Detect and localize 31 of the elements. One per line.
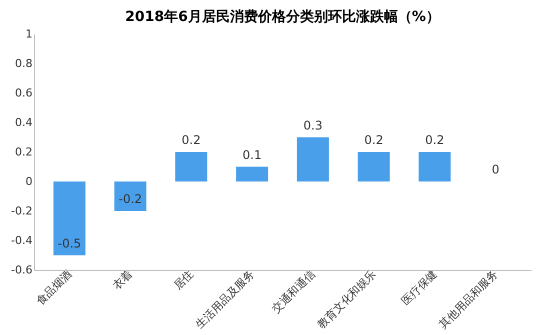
data-label: 0.1	[242, 148, 262, 162]
bar	[418, 152, 451, 182]
bar	[236, 166, 268, 182]
y-tick-label: 0.2	[15, 146, 32, 158]
y-tick-label: 0	[26, 175, 32, 188]
x-tick-label: 其他用品和服务	[436, 268, 500, 332]
chart-title: 2018年6月居民消费价格分类别环比涨跌幅（%）	[125, 9, 440, 25]
x-tick-label: 医疗保健	[399, 268, 440, 308]
y-tick-label: 0.8	[15, 57, 32, 70]
bar	[53, 182, 86, 256]
y-tick-label: 0.4	[15, 116, 32, 129]
x-tick-label: 食品烟酒	[34, 268, 74, 308]
data-label: 0.3	[303, 118, 322, 132]
data-label: -0.2	[118, 192, 142, 206]
data-label: 0.2	[364, 133, 384, 147]
y-tick-label: -0.6	[11, 264, 32, 276]
bar	[358, 152, 390, 182]
bar	[114, 182, 146, 211]
y-tick-label: 0.6	[15, 86, 32, 100]
data-label: 0.2	[425, 133, 444, 147]
data-label: 0	[492, 162, 500, 176]
x-tick-label: 生活用品及服务	[193, 268, 257, 332]
x-tick-label: 衣着	[110, 268, 136, 292]
data-label: -0.5	[58, 236, 82, 250]
y-tick-label: 1	[26, 28, 32, 40]
bar	[296, 137, 329, 182]
bar	[175, 152, 208, 182]
y-tick-label: -0.4	[11, 234, 32, 247]
data-label: 0.2	[182, 133, 201, 147]
y-tick-label: -0.2	[11, 204, 32, 218]
x-tick-label: 居住	[171, 268, 196, 292]
